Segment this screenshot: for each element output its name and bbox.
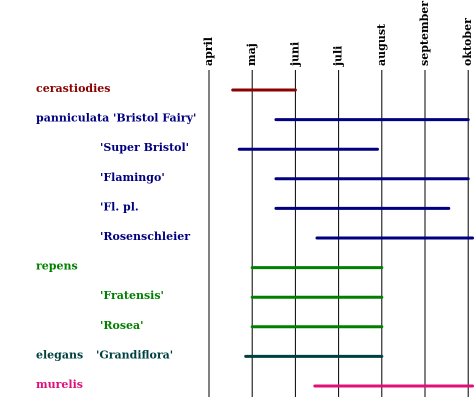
plant-labels: cerastiodies panniculata 'Bristol Fairy' '… — [36, 82, 196, 391]
plant-label: 'Rosea' — [100, 319, 144, 332]
plant-label: elegans — [36, 348, 83, 361]
plant-cultivar-label: 'Grandiflora' — [96, 348, 173, 361]
month-labels: april maj juni juli august september oktober — [202, 1, 474, 67]
month-label-oktober: oktober — [461, 18, 474, 66]
month-label-august: august — [375, 23, 388, 66]
month-gridlines — [208, 70, 469, 397]
plant-label: 'Rosenschleier — [100, 230, 190, 243]
plant-label: murelis — [36, 378, 83, 391]
plant-label: 'Fratensis' — [100, 289, 164, 302]
month-label-maj: maj — [245, 43, 258, 66]
bloom-bars — [231, 88, 475, 388]
month-label-juni: juni — [288, 42, 301, 67]
month-label-juli: juli — [332, 46, 345, 67]
plant-label: 'Super Bristol' — [100, 141, 189, 154]
plant-label: cerastiodies — [36, 82, 110, 95]
plant-label: panniculata 'Bristol Fairy' — [36, 112, 196, 125]
plant-label: 'Fl. pl. — [100, 200, 139, 213]
plant-label: repens — [36, 260, 78, 273]
month-label-september: september — [418, 1, 431, 66]
month-label-april: april — [202, 37, 215, 66]
plant-label: 'Flamingo' — [100, 171, 165, 184]
